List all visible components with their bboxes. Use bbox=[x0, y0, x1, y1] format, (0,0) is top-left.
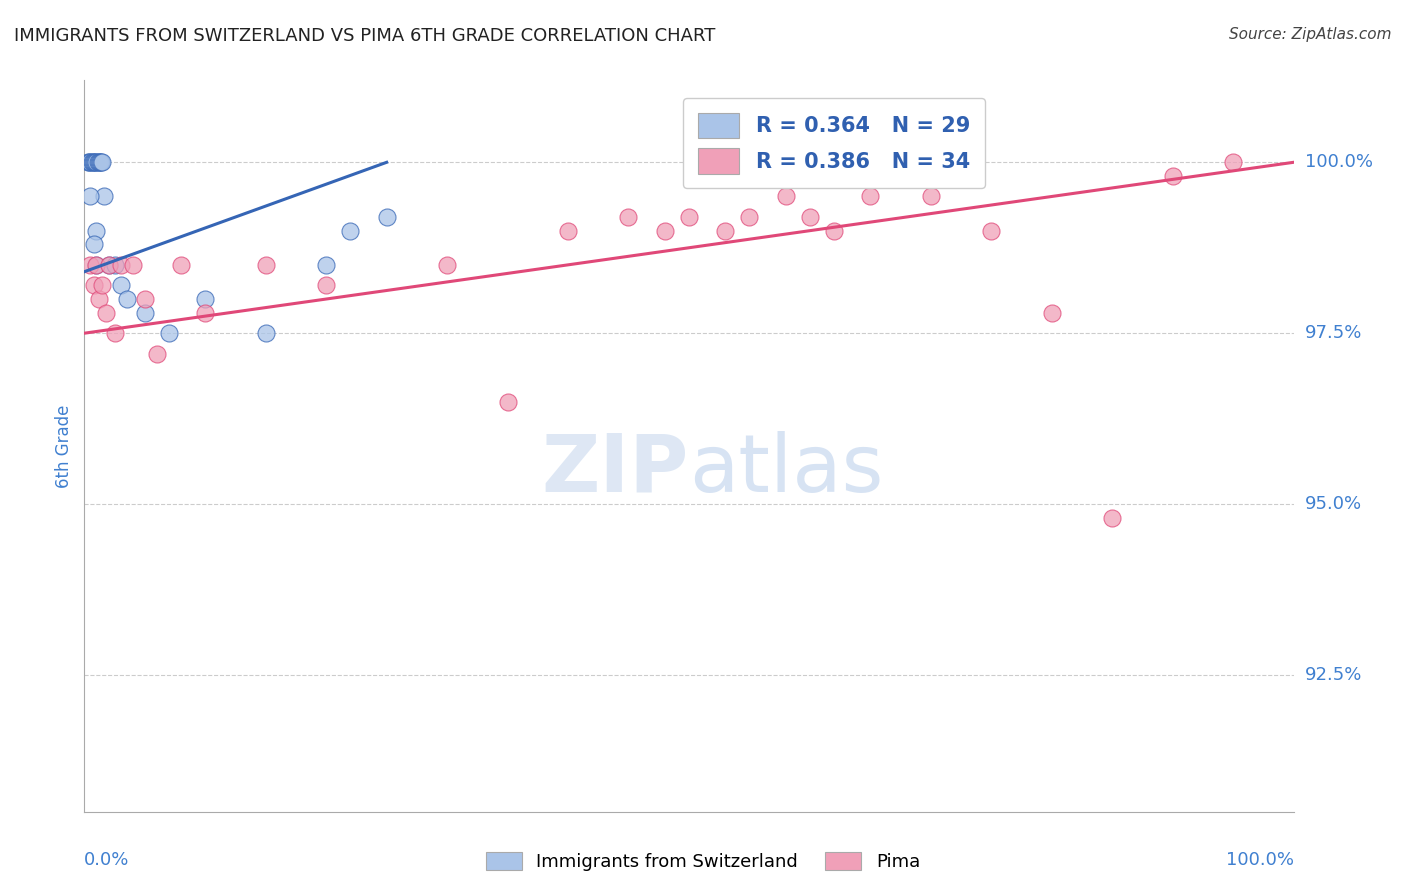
Text: 0.0%: 0.0% bbox=[84, 851, 129, 869]
Point bbox=[1040, 306, 1063, 320]
Text: ZIP: ZIP bbox=[541, 431, 689, 509]
Point bbox=[714, 224, 737, 238]
Text: 92.5%: 92.5% bbox=[1305, 666, 1362, 684]
Text: atlas: atlas bbox=[689, 431, 883, 509]
Point bbox=[315, 258, 337, 272]
Point bbox=[654, 224, 676, 238]
Point bbox=[79, 155, 101, 169]
Point bbox=[104, 258, 127, 272]
Text: 95.0%: 95.0% bbox=[1305, 495, 1362, 513]
Point bbox=[86, 155, 108, 169]
Point bbox=[496, 394, 519, 409]
Point bbox=[194, 292, 217, 306]
Point bbox=[80, 155, 103, 169]
Point bbox=[115, 292, 138, 306]
Point bbox=[87, 155, 110, 169]
Point bbox=[110, 278, 132, 293]
Point bbox=[146, 347, 169, 361]
Point bbox=[920, 189, 942, 203]
Text: 97.5%: 97.5% bbox=[1305, 324, 1362, 343]
Point bbox=[738, 210, 761, 224]
Point bbox=[104, 326, 127, 341]
Point bbox=[799, 210, 821, 224]
Point bbox=[775, 189, 797, 203]
Point bbox=[79, 189, 101, 203]
Point bbox=[86, 258, 108, 272]
Point bbox=[339, 224, 361, 238]
Point bbox=[678, 210, 700, 224]
Point bbox=[557, 224, 579, 238]
Point bbox=[83, 278, 105, 293]
Point bbox=[134, 306, 156, 320]
Text: Source: ZipAtlas.com: Source: ZipAtlas.com bbox=[1229, 27, 1392, 42]
Point bbox=[254, 258, 277, 272]
Point bbox=[157, 326, 180, 341]
Point bbox=[97, 258, 120, 272]
Point bbox=[89, 155, 111, 169]
Point bbox=[375, 210, 398, 224]
Point bbox=[254, 326, 277, 341]
Point bbox=[91, 278, 114, 293]
Point bbox=[1161, 169, 1184, 183]
Point bbox=[94, 306, 117, 320]
Point bbox=[77, 155, 100, 169]
Point bbox=[859, 189, 882, 203]
Point bbox=[436, 258, 458, 272]
Point bbox=[79, 258, 101, 272]
Point bbox=[82, 155, 104, 169]
Point bbox=[194, 306, 217, 320]
Point bbox=[77, 155, 100, 169]
Point bbox=[1222, 155, 1244, 169]
Point bbox=[86, 224, 108, 238]
Point bbox=[617, 210, 640, 224]
Text: IMMIGRANTS FROM SWITZERLAND VS PIMA 6TH GRADE CORRELATION CHART: IMMIGRANTS FROM SWITZERLAND VS PIMA 6TH … bbox=[14, 27, 716, 45]
Point bbox=[1101, 510, 1123, 524]
Text: 100.0%: 100.0% bbox=[1226, 851, 1294, 869]
Point bbox=[110, 258, 132, 272]
Point bbox=[84, 155, 107, 169]
Point bbox=[980, 224, 1002, 238]
Point bbox=[86, 258, 108, 272]
Point bbox=[170, 258, 193, 272]
Legend: Immigrants from Switzerland, Pima: Immigrants from Switzerland, Pima bbox=[478, 845, 928, 879]
Point bbox=[87, 292, 110, 306]
Point bbox=[83, 155, 105, 169]
Point bbox=[134, 292, 156, 306]
Point bbox=[121, 258, 143, 272]
Point bbox=[823, 224, 845, 238]
Point bbox=[86, 155, 108, 169]
Point bbox=[91, 155, 114, 169]
Point bbox=[93, 189, 115, 203]
Point bbox=[90, 155, 112, 169]
Point bbox=[315, 278, 337, 293]
Y-axis label: 6th Grade: 6th Grade bbox=[55, 404, 73, 488]
Text: 100.0%: 100.0% bbox=[1305, 153, 1372, 171]
Legend: R = 0.364   N = 29, R = 0.386   N = 34: R = 0.364 N = 29, R = 0.386 N = 34 bbox=[683, 98, 986, 188]
Point bbox=[83, 237, 105, 252]
Point bbox=[97, 258, 120, 272]
